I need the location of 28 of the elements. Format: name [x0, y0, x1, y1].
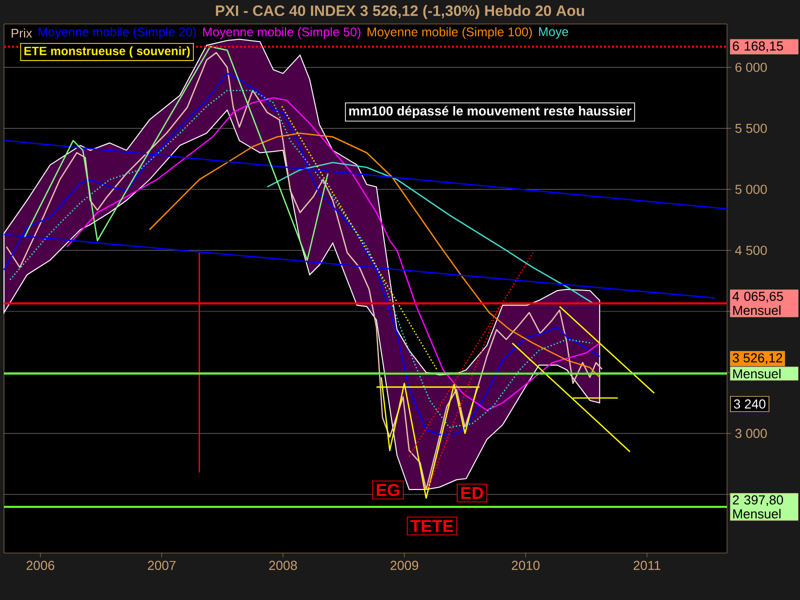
x-tick-label: 2007: [148, 560, 176, 570]
y-tick-label: 5 000: [735, 184, 767, 194]
y-tick-label: 6 000: [735, 62, 767, 72]
x-tick-label: 2010: [512, 560, 540, 570]
x-tick-label: 2008: [269, 560, 297, 570]
y-tick-label: 5 500: [735, 124, 767, 133]
annotation: mm100 dépassé le mouvement reste haussier: [349, 106, 632, 118]
x-tick-label: 2011: [634, 560, 660, 570]
x-tick-label: 2006: [26, 560, 54, 570]
ref-line-label: 2 397,80 Mensuel: [732, 495, 784, 518]
ref-line-label: 4 065,65 Mensuel: [732, 292, 783, 315]
chart-title: PXI - CAC 40 INDEX 3 526,12 (-1,30%) Hebdo 20 Aou: [216, 5, 584, 19]
y-tick-label: 3 000: [735, 428, 767, 438]
text: Moye: [539, 27, 568, 39]
annotation: TETE: [410, 520, 454, 532]
y-tick-label: 4 500: [735, 246, 767, 255]
ref-line-label: Mensuel: [733, 368, 780, 378]
text: 3 240: [734, 399, 766, 409]
text: Moyenne mobile (Simple 20): [38, 27, 196, 39]
text: Moyenne mobile (Simple 100): [368, 27, 532, 39]
annotation: EG: [376, 484, 400, 496]
x-tick-label: 2009: [390, 560, 418, 570]
annotation: ETE monstrueuse ( souvenir): [24, 46, 190, 58]
text: Prix: [12, 28, 32, 38]
ref-line-label: 6 168,15: [732, 41, 783, 52]
annotation: ED: [461, 487, 484, 499]
text: Moyenne mobile (Simple 50): [203, 27, 360, 39]
annotation: 3 526,12: [732, 353, 782, 364]
